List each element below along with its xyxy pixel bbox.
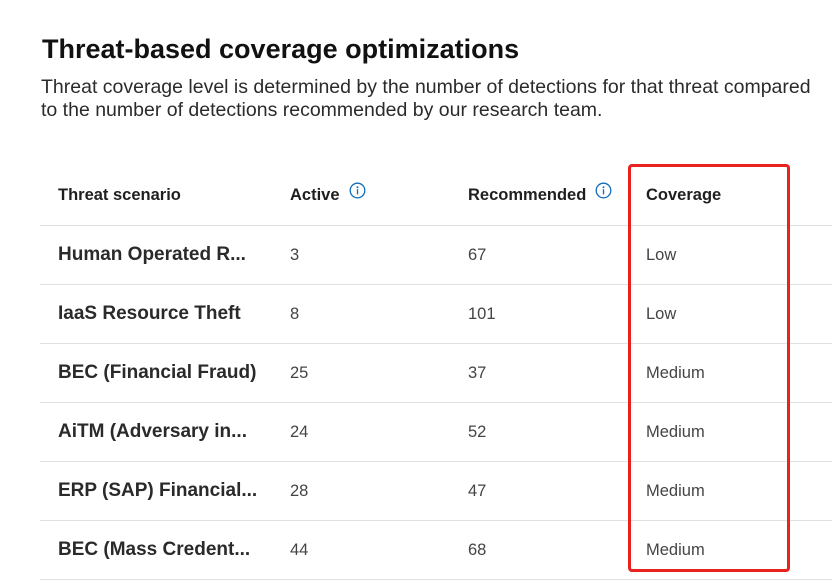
threat-scenario-name[interactable]: BEC (Mass Credent...: [58, 539, 251, 560]
recommended-count: 47: [468, 481, 487, 500]
table-row[interactable]: BEC (Financial Fraud) 25 37 Medium: [40, 344, 832, 403]
page-description: Threat coverage level is determined by t…: [41, 76, 811, 121]
recommended-count: 37: [468, 363, 487, 382]
column-header-label: Active: [290, 186, 340, 204]
coverage-level: Medium: [646, 363, 705, 382]
active-count: 25: [290, 363, 309, 382]
threat-scenario-name[interactable]: ERP (SAP) Financial...: [58, 480, 258, 501]
recommended-count: 68: [468, 540, 487, 559]
coverage-level: Low: [646, 304, 677, 323]
column-header-coverage[interactable]: Coverage: [646, 166, 796, 225]
info-icon[interactable]: [595, 182, 612, 199]
column-header-threat-scenario[interactable]: Threat scenario: [58, 166, 272, 225]
coverage-level: Medium: [646, 422, 705, 441]
table-row[interactable]: AiTM (Adversary in... 24 52 Medium: [40, 403, 832, 462]
threat-scenario-name[interactable]: IaaS Resource Theft: [58, 303, 241, 324]
coverage-level: Low: [646, 245, 677, 264]
coverage-level: Medium: [646, 481, 705, 500]
coverage-level: Medium: [646, 540, 705, 559]
info-icon[interactable]: [349, 182, 366, 199]
threat-scenario-name[interactable]: BEC (Financial Fraud): [58, 362, 257, 383]
recommended-count: 67: [468, 245, 487, 264]
column-header-label: Recommended: [468, 186, 587, 204]
coverage-table: Threat scenario Active Recommended: [40, 166, 832, 580]
page-title: Threat-based coverage optimizations: [42, 34, 520, 64]
table-row[interactable]: ERP (SAP) Financial... 28 47 Medium: [40, 462, 832, 521]
table-row[interactable]: BEC (Mass Credent... 44 68 Medium: [40, 521, 832, 580]
threat-scenario-name[interactable]: AiTM (Adversary in...: [58, 421, 247, 442]
table-row[interactable]: Human Operated R... 3 67 Low: [40, 226, 832, 285]
threat-scenario-name[interactable]: Human Operated R...: [58, 244, 246, 265]
column-header-label: Coverage: [646, 186, 722, 204]
table-header-row: Threat scenario Active Recommended: [40, 166, 832, 226]
recommended-count: 101: [468, 304, 496, 323]
active-count: 3: [290, 245, 300, 264]
table-row[interactable]: IaaS Resource Theft 8 101 Low: [40, 285, 832, 344]
column-header-active[interactable]: Active: [290, 166, 450, 225]
column-header-label: Threat scenario: [58, 186, 181, 204]
active-count: 44: [290, 540, 309, 559]
active-count: 28: [290, 481, 309, 500]
active-count: 8: [290, 304, 300, 323]
active-count: 24: [290, 422, 309, 441]
recommended-count: 52: [468, 422, 487, 441]
column-header-recommended[interactable]: Recommended: [468, 166, 638, 225]
